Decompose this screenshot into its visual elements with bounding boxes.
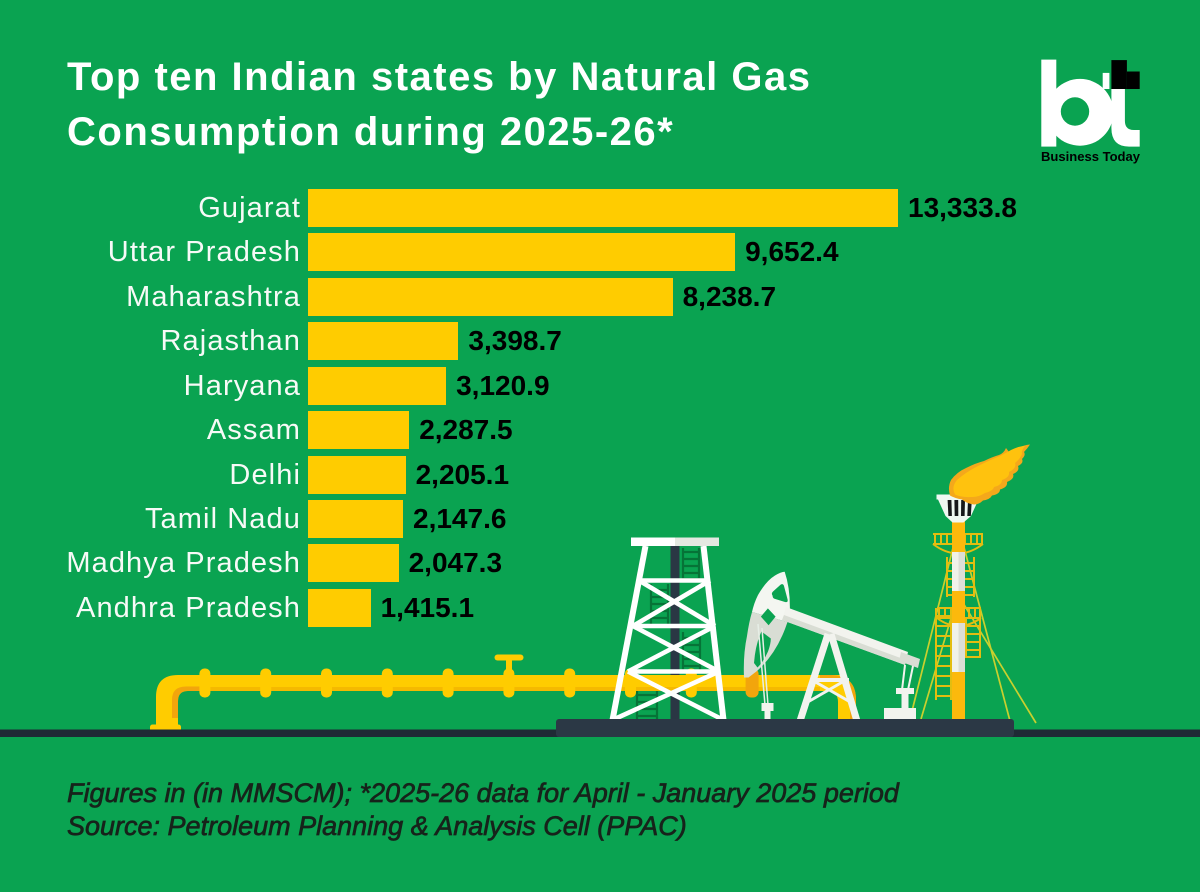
svg-text:Business Today: Business Today	[1041, 149, 1141, 164]
